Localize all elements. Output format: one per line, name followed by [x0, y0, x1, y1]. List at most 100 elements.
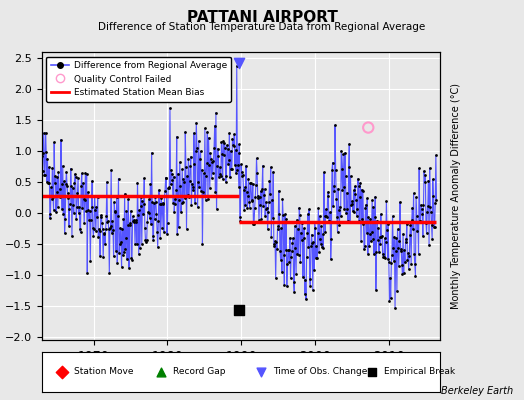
Point — [223, 145, 232, 152]
Point — [235, 141, 243, 148]
Point — [342, 210, 351, 216]
Point — [328, 167, 336, 174]
Point — [367, 228, 376, 235]
Point — [131, 240, 139, 247]
Point — [108, 218, 116, 225]
Point — [163, 220, 172, 226]
Point — [230, 131, 238, 138]
Point — [128, 257, 136, 263]
Point — [160, 229, 168, 235]
Point — [150, 216, 159, 223]
Point — [318, 244, 326, 250]
Point — [364, 124, 373, 131]
Point — [48, 195, 56, 202]
Point — [356, 194, 364, 200]
Point — [42, 149, 50, 156]
Point — [146, 180, 155, 187]
Point — [110, 253, 118, 260]
Point — [316, 241, 325, 247]
Point — [68, 233, 76, 240]
Point — [223, 142, 231, 148]
Point — [80, 220, 89, 226]
Point — [200, 170, 208, 177]
Point — [186, 162, 194, 169]
Point — [417, 202, 425, 208]
Point — [157, 201, 165, 207]
Point — [184, 156, 192, 162]
Point — [368, 197, 376, 203]
Point — [54, 169, 63, 175]
Point — [209, 158, 217, 164]
Point — [282, 216, 290, 222]
Point — [77, 229, 85, 236]
Point — [136, 203, 145, 210]
Point — [64, 223, 73, 230]
Point — [409, 190, 418, 196]
Point — [299, 274, 307, 280]
Point — [198, 241, 206, 248]
Point — [111, 208, 119, 214]
Point — [191, 200, 199, 206]
Point — [364, 214, 373, 220]
Point — [327, 236, 335, 242]
Point — [176, 182, 184, 189]
Point — [331, 122, 339, 128]
Point — [66, 206, 74, 212]
Point — [386, 274, 394, 281]
Point — [226, 148, 235, 154]
Point — [315, 213, 324, 219]
Point — [332, 167, 340, 173]
Point — [130, 217, 139, 223]
Point — [333, 229, 342, 235]
Point — [208, 175, 216, 181]
Point — [147, 150, 156, 156]
Point — [314, 205, 323, 211]
Point — [396, 199, 404, 205]
Point — [371, 193, 379, 200]
Point — [253, 170, 261, 177]
Point — [241, 202, 249, 208]
Point — [279, 252, 288, 258]
Point — [81, 170, 90, 176]
Point — [219, 138, 227, 144]
Point — [50, 139, 58, 146]
Point — [292, 271, 300, 277]
Point — [60, 178, 68, 185]
Point — [201, 125, 209, 132]
Point — [374, 225, 383, 231]
Point — [294, 226, 302, 232]
Point — [58, 369, 66, 375]
Point — [154, 218, 162, 224]
Point — [133, 240, 141, 247]
Point — [414, 219, 422, 225]
Point — [135, 251, 143, 257]
Point — [404, 250, 412, 256]
Point — [395, 262, 403, 269]
Point — [346, 219, 354, 225]
Point — [222, 179, 230, 185]
Point — [62, 180, 70, 187]
Point — [55, 192, 63, 199]
Point — [56, 194, 64, 200]
Point — [132, 217, 140, 224]
Point — [206, 150, 215, 156]
Point — [162, 174, 170, 181]
Point — [350, 187, 358, 194]
Point — [310, 267, 318, 273]
Point — [303, 211, 312, 217]
Point — [182, 226, 191, 232]
Point — [209, 169, 217, 176]
Point — [143, 237, 151, 243]
Point — [307, 243, 315, 249]
Point — [262, 205, 270, 212]
Point — [140, 225, 149, 231]
Point — [101, 241, 109, 247]
Point — [228, 135, 237, 142]
Point — [423, 208, 431, 215]
Point — [49, 194, 57, 200]
Point — [233, 166, 242, 173]
Point — [168, 177, 177, 184]
Point — [341, 172, 350, 179]
Point — [389, 245, 397, 251]
Point — [224, 160, 232, 167]
